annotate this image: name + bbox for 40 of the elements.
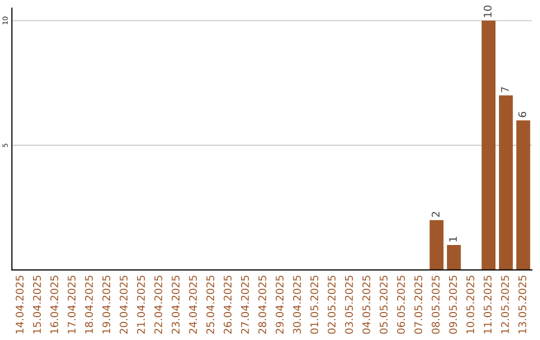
- x-tick-label: 01.05.2025: [310, 276, 318, 334]
- x-tick-label: 24.04.2025: [189, 276, 197, 334]
- x-tick-label: 21.04.2025: [137, 276, 145, 334]
- bar: [430, 220, 444, 270]
- x-tick-label: 04.05.2025: [362, 276, 370, 334]
- x-tick-label: 18.04.2025: [85, 276, 93, 334]
- x-tick-label: 22.04.2025: [154, 276, 162, 334]
- x-tick-label: 20.04.2025: [120, 276, 128, 334]
- x-tick-label: 23.04.2025: [172, 276, 180, 334]
- data-label: 2: [432, 212, 440, 217]
- x-tick-label: 19.04.2025: [102, 276, 110, 334]
- x-tick-label: 09.05.2025: [449, 276, 457, 334]
- x-tick-label: 29.04.2025: [276, 276, 284, 334]
- bar: [446, 245, 461, 270]
- x-tick-label: 06.05.2025: [397, 276, 405, 334]
- data-label: 6: [518, 112, 526, 118]
- x-tick-label: 02.05.2025: [328, 276, 336, 334]
- x-tick-label: 27.04.2025: [241, 276, 249, 334]
- x-tick-label: 08.05.2025: [432, 276, 440, 334]
- x-tick-label: 11.05.2025: [484, 276, 492, 334]
- x-tick-label: 13.05.2025: [518, 276, 526, 334]
- x-tick-label: 07.05.2025: [414, 276, 422, 334]
- bar: [498, 95, 513, 270]
- data-label: 10: [484, 6, 492, 17]
- bar: [516, 120, 530, 270]
- data-label: 7: [501, 87, 509, 92]
- x-tick-label: 03.05.2025: [345, 276, 353, 334]
- x-tick-label: 25.04.2025: [206, 276, 214, 334]
- x-tick-label: 12.05.2025: [501, 276, 509, 334]
- data-label: 1: [449, 236, 457, 242]
- x-tick-label: 17.04.2025: [68, 276, 76, 334]
- x-tick-label: 28.04.2025: [258, 276, 266, 334]
- x-tick-label: 10.05.2025: [466, 276, 474, 334]
- x-tick-label: 14.04.2025: [16, 276, 24, 334]
- x-tick-label: 16.04.2025: [50, 276, 58, 334]
- x-tick-label: 30.04.2025: [293, 276, 301, 334]
- x-tick-label: 15.04.2025: [33, 276, 41, 334]
- bar: [482, 20, 496, 270]
- x-tick-label: 26.04.2025: [224, 276, 232, 334]
- x-tick-label: 05.05.2025: [380, 276, 388, 334]
